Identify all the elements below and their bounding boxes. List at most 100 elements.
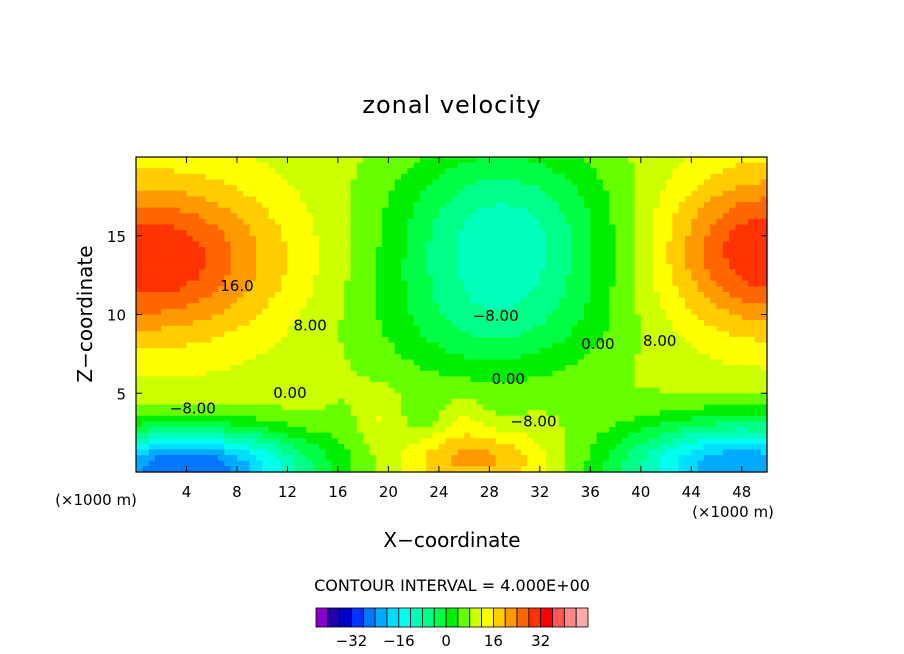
heatmap-cell bbox=[382, 308, 389, 316]
heatmap-cell bbox=[148, 297, 156, 304]
heatmap-cell bbox=[691, 202, 699, 209]
heatmap-cell bbox=[457, 427, 465, 434]
heatmap-cell bbox=[552, 280, 560, 287]
heatmap-cell bbox=[495, 342, 503, 349]
heatmap-cell bbox=[483, 196, 490, 203]
heatmap-cell bbox=[703, 252, 711, 259]
heatmap-cell bbox=[501, 427, 509, 434]
heatmap-cell bbox=[142, 258, 150, 265]
heatmap-cell bbox=[754, 230, 762, 237]
heatmap-cell bbox=[760, 252, 768, 259]
heatmap-cell bbox=[609, 258, 617, 265]
heatmap-cell bbox=[281, 353, 289, 361]
heatmap-cell bbox=[136, 325, 143, 332]
heatmap-cell bbox=[659, 292, 667, 299]
heatmap-cell bbox=[419, 398, 427, 406]
heatmap-cell bbox=[375, 370, 383, 377]
heatmap-cell bbox=[432, 269, 440, 276]
heatmap-cell bbox=[640, 252, 648, 259]
heatmap-cell bbox=[666, 331, 673, 338]
heatmap-cell bbox=[722, 382, 730, 389]
heatmap-cell bbox=[401, 252, 408, 259]
heatmap-cell bbox=[224, 275, 232, 282]
heatmap-cell bbox=[590, 157, 598, 164]
heatmap-cell bbox=[729, 303, 737, 310]
heatmap-cell bbox=[609, 297, 617, 304]
heatmap-cell bbox=[312, 320, 320, 327]
heatmap-cell bbox=[344, 376, 352, 383]
heatmap-cell bbox=[483, 421, 490, 428]
heatmap-cell bbox=[426, 382, 434, 389]
heatmap-cell bbox=[546, 258, 554, 265]
heatmap-cell bbox=[628, 190, 636, 197]
heatmap-cell bbox=[735, 370, 743, 377]
heatmap-cell bbox=[596, 393, 604, 400]
heatmap-cell bbox=[615, 387, 623, 394]
heatmap-cell bbox=[514, 415, 522, 422]
heatmap-cell bbox=[628, 398, 636, 406]
heatmap-cell bbox=[558, 398, 566, 406]
heatmap-cell bbox=[672, 252, 680, 259]
heatmap-cell bbox=[148, 325, 156, 332]
heatmap-cell bbox=[268, 314, 276, 321]
heatmap-cell bbox=[262, 376, 270, 383]
heatmap-cell bbox=[672, 342, 680, 349]
heatmap-cell bbox=[274, 241, 282, 248]
heatmap-cell bbox=[514, 382, 522, 389]
heatmap-cell bbox=[318, 196, 326, 203]
heatmap-cell bbox=[337, 280, 345, 287]
heatmap-cell bbox=[470, 387, 478, 394]
heatmap-cell bbox=[167, 308, 175, 316]
heatmap-cell bbox=[754, 393, 762, 400]
heatmap-cell bbox=[741, 218, 749, 226]
heatmap-cell bbox=[546, 213, 554, 220]
heatmap-cell bbox=[451, 168, 459, 175]
heatmap-cell bbox=[331, 415, 339, 422]
heatmap-cell bbox=[596, 320, 604, 327]
heatmap-cell bbox=[369, 410, 377, 417]
heatmap-cell bbox=[344, 337, 352, 344]
heatmap-cell bbox=[255, 348, 263, 355]
heatmap-cell bbox=[489, 370, 497, 377]
heatmap-cell bbox=[180, 297, 188, 304]
heatmap-cell bbox=[262, 185, 270, 192]
heatmap-cell bbox=[236, 292, 244, 299]
heatmap-cell bbox=[369, 387, 377, 394]
heatmap-cell bbox=[754, 353, 762, 361]
heatmap-cell bbox=[748, 247, 755, 254]
heatmap-cell bbox=[413, 235, 421, 242]
heatmap-cell bbox=[249, 410, 257, 417]
heatmap-cell bbox=[741, 415, 749, 422]
heatmap-cell bbox=[748, 235, 755, 242]
heatmap-cell bbox=[306, 415, 314, 422]
heatmap-cell bbox=[602, 410, 610, 417]
heatmap-cell bbox=[495, 269, 503, 276]
heatmap-cell bbox=[760, 421, 768, 428]
heatmap-cell bbox=[318, 241, 326, 248]
heatmap-cell bbox=[621, 308, 629, 316]
heatmap-cell bbox=[558, 235, 566, 242]
heatmap-cell bbox=[306, 207, 314, 214]
heatmap-cell bbox=[199, 303, 207, 310]
heatmap-cell bbox=[495, 393, 503, 400]
heatmap-cell bbox=[464, 292, 472, 299]
heatmap-cell bbox=[647, 258, 655, 265]
heatmap-cell bbox=[293, 421, 301, 428]
heatmap-cell bbox=[192, 427, 200, 434]
heatmap-cell bbox=[211, 269, 219, 276]
heatmap-cell bbox=[565, 320, 572, 327]
heatmap-cell bbox=[533, 427, 541, 434]
heatmap-cell bbox=[672, 427, 680, 434]
heatmap-cell bbox=[470, 247, 478, 254]
heatmap-cell bbox=[571, 275, 579, 282]
heatmap-cell bbox=[634, 258, 642, 265]
heatmap-cell bbox=[180, 224, 188, 231]
heatmap-cell bbox=[318, 258, 326, 265]
heatmap-cell bbox=[552, 376, 560, 383]
heatmap-cell bbox=[722, 342, 730, 349]
heatmap-cell bbox=[356, 387, 364, 394]
heatmap-cell bbox=[318, 404, 326, 411]
heatmap-cell bbox=[672, 370, 680, 377]
heatmap-cell bbox=[401, 314, 408, 321]
heatmap-cell bbox=[205, 218, 213, 226]
